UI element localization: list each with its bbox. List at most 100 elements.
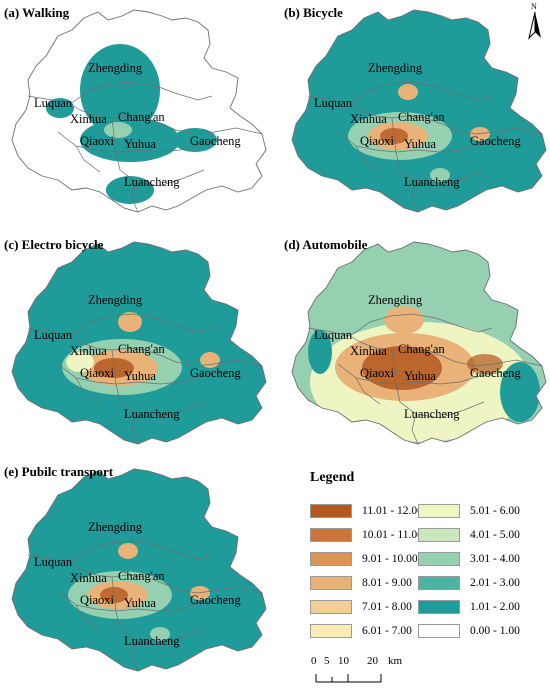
place-label-zhengding: Zhengding <box>88 61 143 75</box>
place-label-xinhua: Xinhua <box>70 112 107 126</box>
legend-swatch <box>310 552 352 566</box>
panel-title: (c) Electro bicycle <box>4 237 104 252</box>
place-label-luancheng: Luancheng <box>404 175 460 189</box>
legend-item: 8.01 - 9.00 <box>310 575 412 591</box>
place-label-luancheng: Luancheng <box>124 175 180 189</box>
district-boundary <box>337 363 381 405</box>
district-boundary <box>411 413 419 445</box>
legend-swatch <box>418 576 460 590</box>
legend-swatch <box>310 600 352 614</box>
district-boundary <box>131 181 139 213</box>
scale-tick-5: 5 <box>324 655 330 667</box>
legend-title: Legend <box>310 470 355 485</box>
place-label-zhengding: Zhengding <box>368 61 423 75</box>
legend-item: 5.01 - 6.00 <box>418 503 520 519</box>
district-boundary <box>359 341 543 367</box>
city-boundary <box>291 9 547 213</box>
legend-item: 11.01 - 12.00 <box>310 503 423 519</box>
place-label-gaocheng: Gaocheng <box>470 134 521 148</box>
place-label-zhengding: Zhengding <box>88 293 143 307</box>
city-boundary <box>11 241 267 445</box>
place-label-yuhua: Yuhua <box>124 137 156 151</box>
district-boundary <box>27 554 81 570</box>
place-label-yuhua: Yuhua <box>124 596 156 610</box>
legend-swatch <box>310 576 352 590</box>
north-arrow-icon <box>528 11 541 40</box>
district-boundary <box>395 383 485 419</box>
place-label-xinhua: Xinhua <box>350 344 387 358</box>
legend-label: 6.01 - 7.00 <box>362 625 412 637</box>
region-fill <box>292 10 546 212</box>
district-boundary <box>355 371 503 385</box>
legend-swatch <box>418 552 460 566</box>
place-label-luancheng: Luancheng <box>124 634 180 648</box>
district-boundary <box>111 117 117 153</box>
district-boundary <box>27 327 81 343</box>
legend-swatch <box>418 504 460 518</box>
place-label-xinhua: Xinhua <box>70 571 107 585</box>
panel-title: (a) Walking <box>4 5 70 20</box>
district-boundary <box>69 540 213 564</box>
scale-tick-20: 20 <box>367 655 378 667</box>
district-boundary <box>57 131 101 173</box>
legend-label: 7.01 - 8.00 <box>362 601 412 613</box>
panel-title: (e) Pubilc transport <box>4 464 114 479</box>
district-boundary <box>79 341 263 367</box>
district-boundary <box>27 95 81 111</box>
place-label-luquan: Luquan <box>314 328 353 342</box>
panel-title: (b) Bicycle <box>284 5 343 20</box>
place-label-changan: Chang'an <box>118 569 165 583</box>
panel-electro-bicycle: Zhengding Luquan Xinhua Chang'an Qiaoxi Yuhua… <box>0 232 270 457</box>
place-label-luquan: Luquan <box>314 96 353 110</box>
district-boundary <box>115 151 205 187</box>
legend-item: 10.01 - 11.00 <box>310 527 423 543</box>
place-label-changan: Chang'an <box>118 342 165 356</box>
place-label-luancheng: Luancheng <box>124 407 180 421</box>
legend-swatch <box>418 528 460 542</box>
place-label-yuhua: Yuhua <box>124 369 156 383</box>
legend-swatch <box>310 504 352 518</box>
north-label: N <box>531 2 537 11</box>
district-boundary <box>307 95 361 111</box>
panel-title: (d) Automobile <box>284 237 368 252</box>
accessibility-surface <box>62 312 220 395</box>
district-boundary <box>75 139 223 153</box>
district-boundary <box>337 131 381 173</box>
legend-label: 1.01 - 2.00 <box>470 601 520 613</box>
region-fill <box>12 469 266 671</box>
district-boundary <box>69 81 213 105</box>
district-boundary <box>359 109 543 135</box>
place-label-zhengding: Zhengding <box>368 293 423 307</box>
accessibility-surface <box>68 543 210 641</box>
district-boundary <box>355 139 503 153</box>
panel-automobile: Zhengding Luquan Xinhua Chang'an Qiaoxi Yuhua… <box>280 232 550 457</box>
place-label-yuhua: Yuhua <box>404 137 436 151</box>
place-label-qiaoxi: Qiaoxi <box>80 593 115 607</box>
place-label-changan: Chang'an <box>398 342 445 356</box>
scale-unit: km <box>388 655 403 667</box>
place-label-gaocheng: Gaocheng <box>470 366 521 380</box>
place-label-luancheng: Luancheng <box>404 407 460 421</box>
district-boundary <box>57 590 101 632</box>
place-label-qiaoxi: Qiaoxi <box>360 134 395 148</box>
place-label-yuhua: Yuhua <box>404 369 436 383</box>
panel-bicycle: Zhengding Luquan Xinhua Chang'an Qiaoxi Yuhua… <box>280 0 550 225</box>
scale-bar: 0 5 10 20 km <box>310 655 420 691</box>
legend-item: 0.00 - 1.00 <box>418 623 520 639</box>
district-boundary <box>79 109 263 135</box>
legend-swatch <box>418 624 460 638</box>
legend-label: 5.01 - 6.00 <box>470 505 520 517</box>
panel-public-transport: Zhengding Luquan Xinhua Chang'an Qiaoxi Yuhua… <box>0 459 270 684</box>
place-label-xinhua: Xinhua <box>350 112 387 126</box>
district-boundary <box>75 371 223 385</box>
legend-item: 1.01 - 2.00 <box>418 599 520 615</box>
district-boundary <box>307 327 361 343</box>
legend-item: 4.01 - 5.00 <box>418 527 520 543</box>
legend-swatch <box>418 600 460 614</box>
district-boundary <box>115 383 205 419</box>
legend-label: 10.01 - 11.00 <box>362 529 423 541</box>
